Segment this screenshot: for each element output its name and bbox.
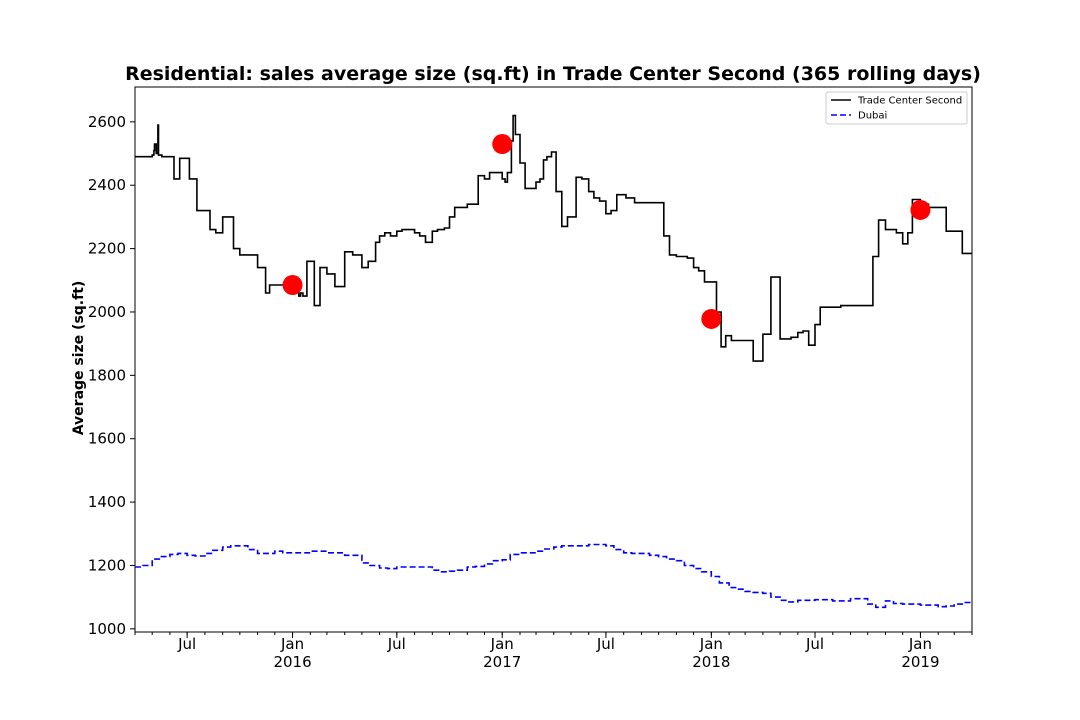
x-tick-label: Jul [177, 635, 196, 653]
highlight-marker [701, 308, 722, 329]
highlight-layer [282, 134, 931, 329]
legend-label: Trade Center Second [857, 96, 962, 107]
x-tick-year-label: 2017 [483, 653, 521, 671]
y-axis-label: Average size (sq.ft) [71, 281, 87, 436]
plot-area: 1000 1200 1400 1600 1800 2000 2200 2400 2600 Jul… [88, 86, 973, 671]
highlight-marker [282, 275, 303, 296]
y-tick-label: 2000 [88, 303, 126, 321]
legend-label: Dubai [858, 111, 887, 122]
y-tick-label: 2400 [88, 176, 126, 194]
x-tick-year-label: 2016 [273, 653, 311, 671]
chart-title: Residential: sales average size (sq.ft) … [125, 63, 981, 85]
x-tick-label: Jul [805, 635, 824, 653]
series-layer [135, 114, 972, 609]
highlight-marker [492, 134, 513, 155]
plot-frame [134, 86, 973, 633]
y-tick-label: 1800 [88, 366, 126, 384]
legend-box [825, 91, 968, 125]
x-tick-label: Jan [699, 635, 723, 653]
series-line-trade-center-second [135, 114, 972, 362]
y-axis: 1000 1200 1400 1600 1800 2000 2200 2400 2600 [88, 113, 135, 638]
y-tick-label: 1400 [88, 493, 126, 511]
x-tick-year-label: 2019 [901, 653, 939, 671]
x-tick-label: Jul [387, 635, 406, 653]
y-tick-label: 1000 [88, 620, 126, 638]
series-line-dubai [135, 543, 972, 609]
y-tick-label: 1600 [88, 430, 126, 448]
legend: Trade Center Second Dubai [825, 91, 968, 125]
y-tick-label: 1200 [88, 556, 126, 574]
y-tick-label: 2200 [88, 240, 126, 258]
x-tick-label: Jan [490, 635, 514, 653]
x-tick-year-label: 2018 [692, 653, 730, 671]
highlight-marker [910, 199, 931, 220]
x-tick-label: Jan [908, 635, 932, 653]
y-tick-label: 2600 [88, 113, 126, 131]
x-tick-label: Jul [596, 635, 615, 653]
x-tick-label: Jan [280, 635, 304, 653]
